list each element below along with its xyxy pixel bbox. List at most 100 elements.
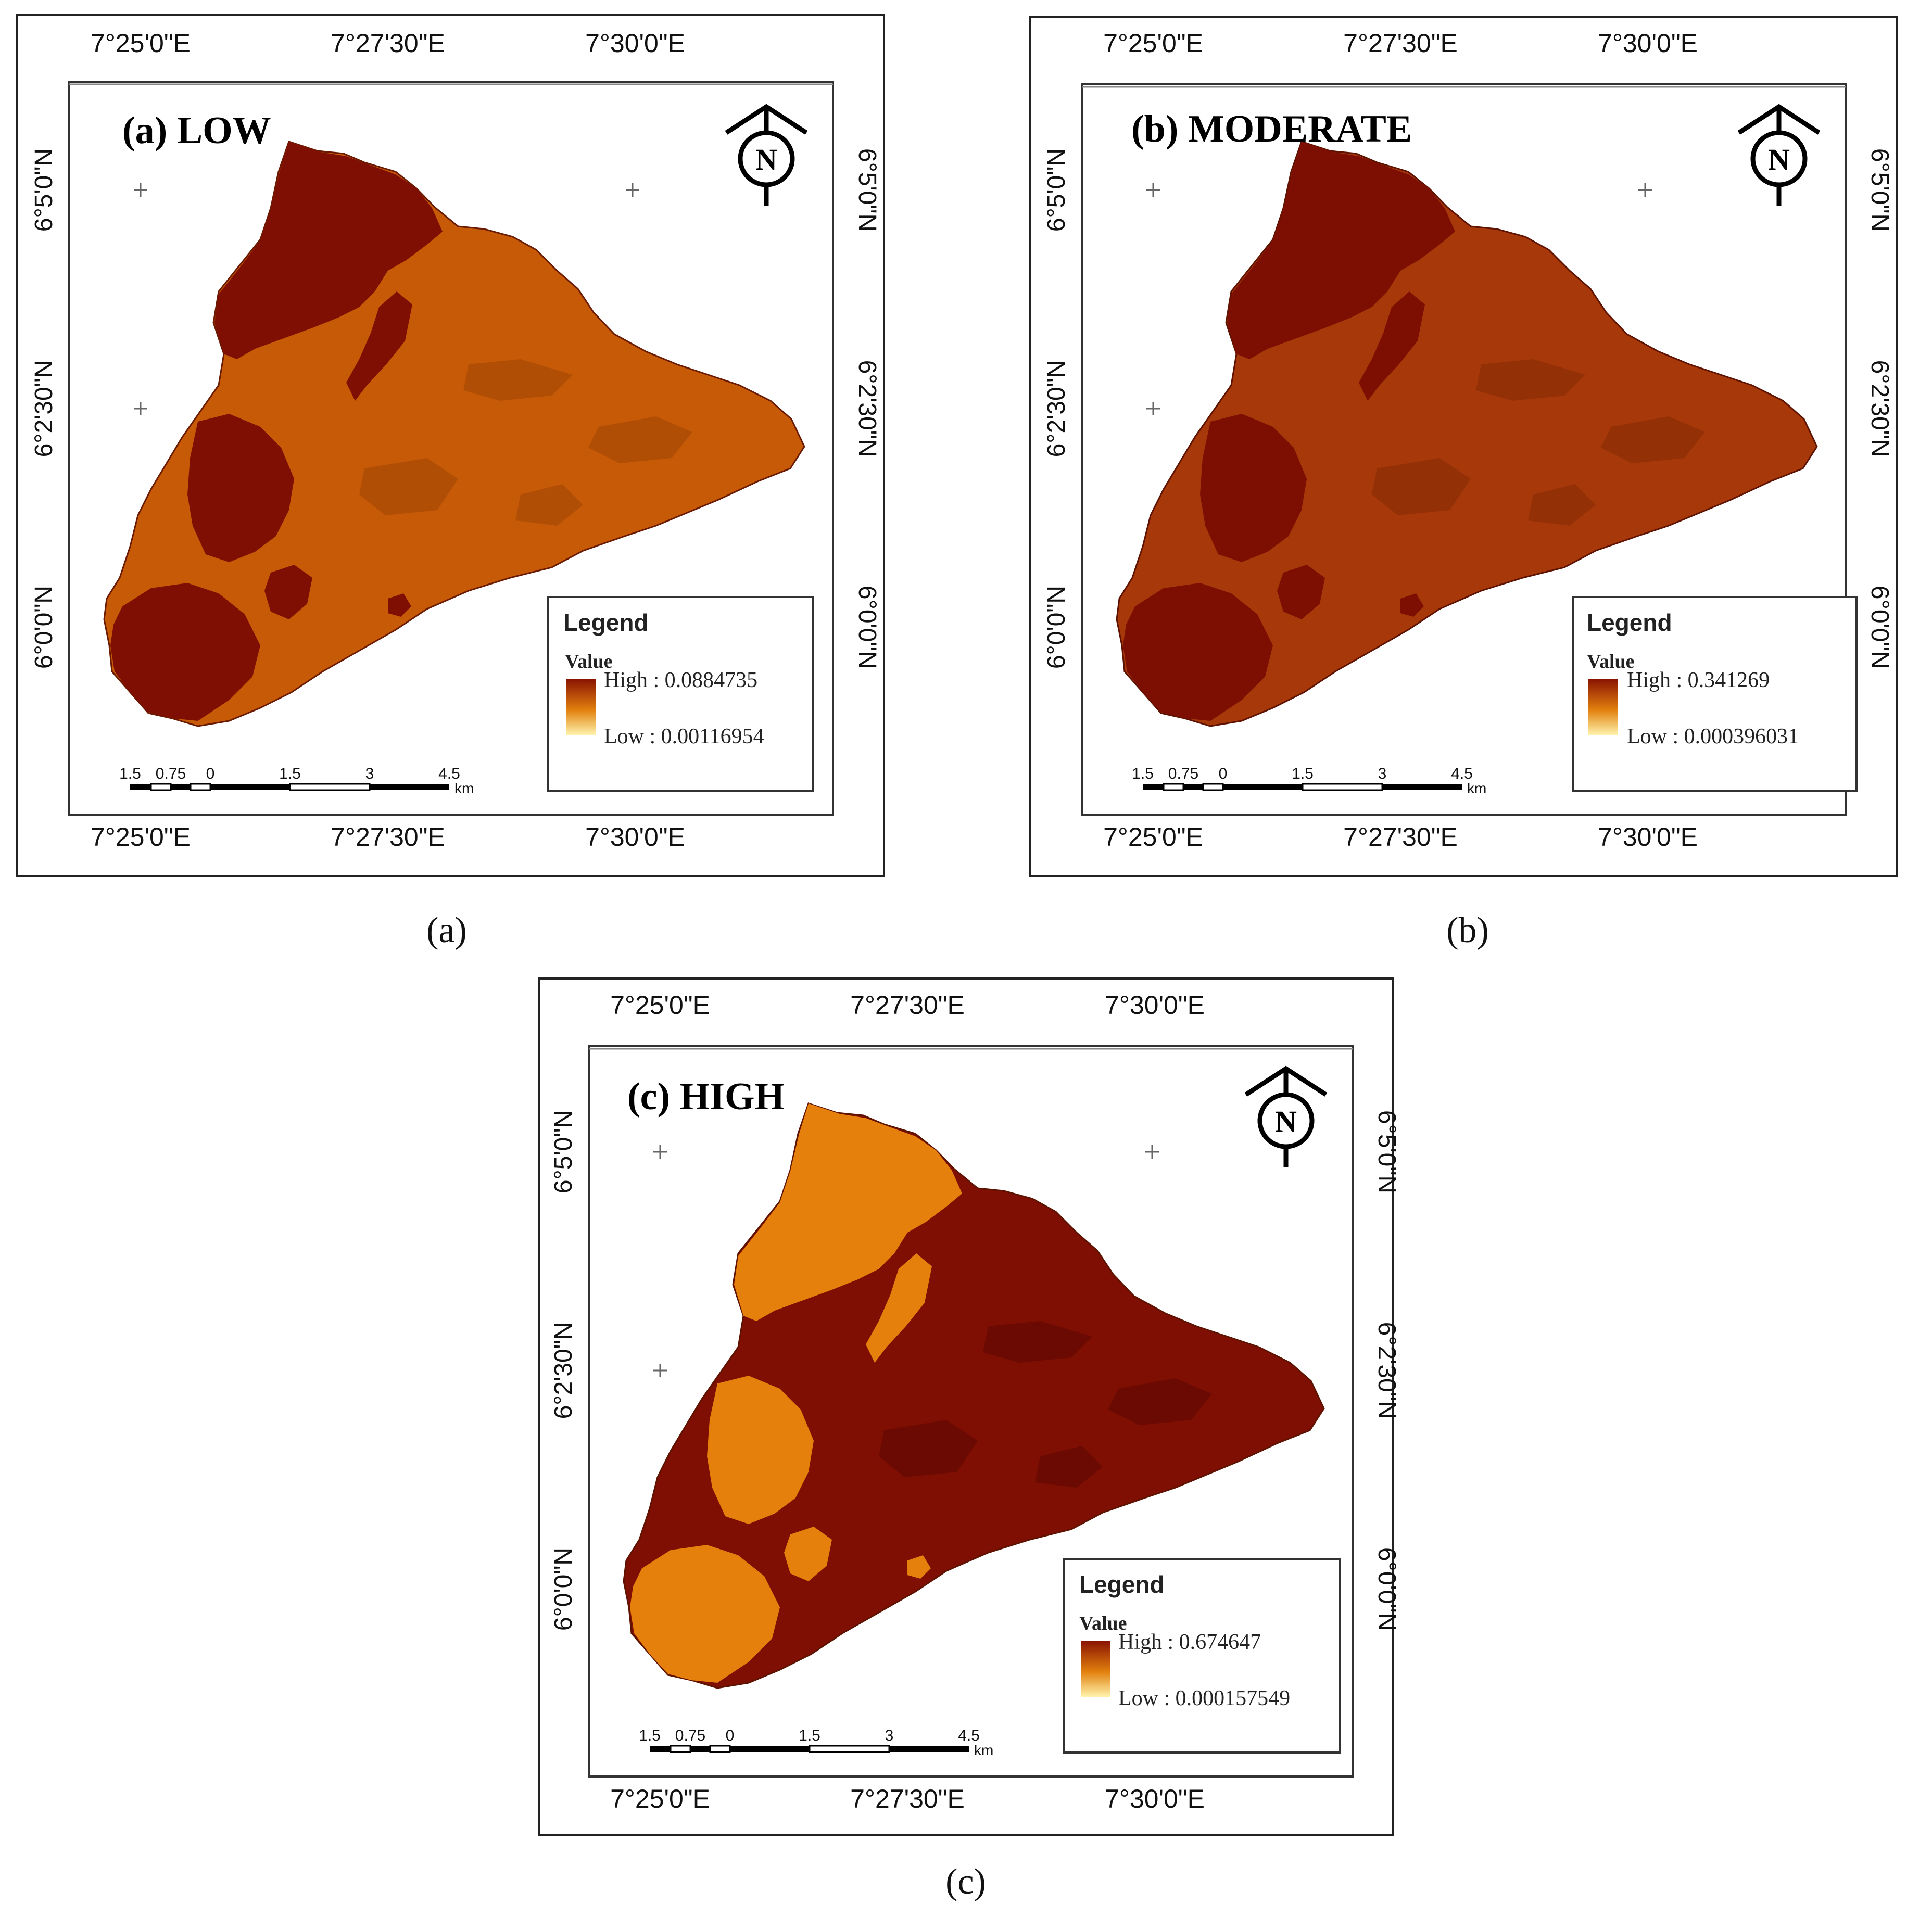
lon-label-bottom-1: 7°25'0"E <box>1103 822 1203 852</box>
map-panel-b: 7°25'0"E 7°27'30"E 7°30'0"E 7°25'0"E 7°2… <box>1029 16 1898 950</box>
scale-label: 1.5 <box>799 1727 820 1744</box>
lon-label-bottom-1: 7°25'0"E <box>91 822 191 852</box>
scale-label: 3 <box>1378 765 1387 782</box>
scale-segment <box>730 1746 810 1752</box>
legend-color-ramp <box>1081 1641 1110 1697</box>
lat-label-left-3: 6°0'0"N <box>550 1547 577 1631</box>
scale-label: 0 <box>206 765 215 782</box>
scale-label: 0 <box>1219 765 1228 782</box>
scale-unit: km <box>974 1742 993 1758</box>
lat-label-right-2: 6°2'30"N <box>853 360 881 458</box>
legend-color-ramp <box>1588 679 1618 735</box>
legend-high-label: High : 0.341269 <box>1627 668 1770 692</box>
scale-label: 4.5 <box>438 765 460 782</box>
basin-map-c <box>623 1102 1325 1689</box>
legend-box: Legend Value High : 0.0884735 Low : 0.00… <box>547 596 814 792</box>
panel-caption: (c) <box>945 1862 986 1902</box>
texture-group <box>1372 359 1705 526</box>
patch-group <box>110 142 443 721</box>
scale-bar: 1.5 0.75 0 1.5 3 4.5 km <box>119 765 474 796</box>
scale-label: 0.75 <box>156 765 186 782</box>
scale-segment <box>809 1745 890 1753</box>
scale-segment <box>1183 784 1203 790</box>
map-panel-c: 7°25'0"E 7°27'30"E 7°30'0"E 7°25'0"E 7°2… <box>538 977 1400 1902</box>
patch-group <box>1123 142 1455 721</box>
legend-value-label: Value <box>565 651 613 672</box>
lon-label-bottom-1: 7°25'0"E <box>610 1784 710 1813</box>
scale-segment <box>1143 784 1164 790</box>
scale-label: 1.5 <box>639 1727 661 1744</box>
scale-segment <box>370 784 449 790</box>
lat-label-right-1: 6°5'0"N <box>853 148 881 232</box>
basin-map-b <box>1116 141 1818 727</box>
legend-box: Legend Value High : 0.674647 Low : 0.000… <box>1063 1558 1341 1754</box>
scale-unit: km <box>1467 780 1486 796</box>
lat-label-right-3: 6°0'0"N <box>1866 586 1893 669</box>
lon-label-top-1: 7°25'0"E <box>91 29 191 58</box>
scale-segment <box>670 1745 691 1753</box>
north-arrow: N <box>725 104 808 206</box>
scale-segment <box>1223 784 1303 790</box>
scale-label: 1.5 <box>119 765 141 782</box>
panel-title: (c) HIGH <box>627 1075 785 1118</box>
scale-label: 3 <box>885 1727 894 1744</box>
legend-value-label: Value <box>1079 1613 1127 1634</box>
scale-label: 0.75 <box>1168 765 1198 782</box>
scale-label: 4.5 <box>958 1727 980 1744</box>
lat-label-left-2: 6°2'30"N <box>1043 360 1070 458</box>
map-panel-a: 7°25'0"E 7°27'30"E 7°30'0"E 7°25'0"E 7°2… <box>16 14 885 950</box>
lon-label-bottom-2: 7°27'30"E <box>1343 822 1458 852</box>
scale-segment <box>1302 783 1383 791</box>
panel-caption: (b) <box>1446 910 1489 950</box>
lon-label-top-2: 7°27'30"E <box>331 29 445 58</box>
scale-unit: km <box>454 780 474 796</box>
scale-segment <box>889 1746 969 1752</box>
lat-label-right-1: 6°5'0"N <box>1373 1110 1400 1194</box>
basin-map-a <box>103 141 805 727</box>
legend-low-label: Low : 0.000157549 <box>1118 1686 1290 1710</box>
scale-segment <box>1163 783 1184 791</box>
legend-low-label: Low : 0.00116954 <box>604 725 764 748</box>
scale-segment <box>289 783 371 791</box>
lon-label-top-2: 7°27'30"E <box>850 991 965 1020</box>
map-neatline <box>1081 83 1847 816</box>
scale-label: 0 <box>726 1727 735 1744</box>
texture-group <box>359 359 692 526</box>
scale-segment <box>210 784 290 790</box>
legend-box: Legend Value High : 0.341269 Low : 0.000… <box>1572 596 1858 792</box>
lon-label-bottom-2: 7°27'30"E <box>331 822 445 852</box>
north-letter: N <box>755 143 777 176</box>
scale-segment <box>171 784 191 790</box>
legend-low-label: Low : 0.000396031 <box>1627 725 1799 748</box>
legend-heading: Legend <box>1587 609 1672 636</box>
scale-bar: 1.5 0.75 0 1.5 3 4.5 km <box>1132 765 1486 796</box>
scale-bar: 1.5 0.75 0 1.5 3 4.5 km <box>639 1727 993 1758</box>
lat-label-left-2: 6°2'30"N <box>550 1322 577 1419</box>
scale-segment <box>190 783 211 791</box>
lon-label-top-1: 7°25'0"E <box>610 991 710 1020</box>
lon-label-bottom-3: 7°30'0"E <box>585 822 685 852</box>
legend-high-label: High : 0.0884735 <box>604 668 757 692</box>
legend-value-label: Value <box>1587 651 1635 672</box>
scale-label: 3 <box>365 765 374 782</box>
scale-label: 1.5 <box>279 765 301 782</box>
legend-color-ramp <box>566 679 596 735</box>
lat-label-left-1: 6°5'0"N <box>1043 148 1070 232</box>
legend-high-label: High : 0.674647 <box>1118 1630 1261 1654</box>
map-neatline <box>68 81 834 816</box>
lon-label-bottom-2: 7°27'30"E <box>850 1784 965 1813</box>
lon-label-top-3: 7°30'0"E <box>585 29 685 58</box>
lat-label-right-2: 6°2'30"N <box>1866 360 1893 458</box>
lon-label-bottom-3: 7°30'0"E <box>1598 822 1698 852</box>
scale-label: 1.5 <box>1132 765 1154 782</box>
scale-label: 0.75 <box>675 1727 705 1744</box>
lat-label-left-2: 6°2'30"N <box>30 360 58 458</box>
lat-label-left-1: 6°5'0"N <box>550 1110 577 1194</box>
lat-label-left-3: 6°0'0"N <box>30 586 58 669</box>
scale-label: 4.5 <box>1451 765 1473 782</box>
lat-label-right-3: 6°0'0"N <box>853 586 881 669</box>
lon-label-top-3: 7°30'0"E <box>1598 29 1698 58</box>
lon-label-bottom-3: 7°30'0"E <box>1105 1784 1205 1813</box>
lon-label-top-1: 7°25'0"E <box>1103 29 1203 58</box>
